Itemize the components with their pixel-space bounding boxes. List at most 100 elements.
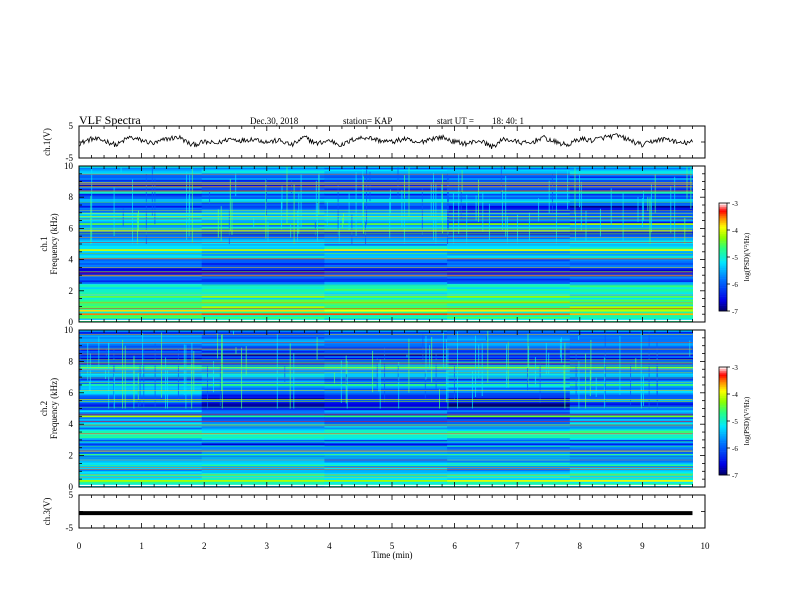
- spectrogram-cell: [447, 441, 571, 444]
- spectrogram-cell: [324, 422, 448, 425]
- spectrogram-cell: [569, 221, 693, 224]
- spectrogram-cell: [79, 462, 203, 465]
- spectrogram-cell: [324, 171, 448, 174]
- y-axis-channel-label: ch.2: [39, 401, 49, 416]
- spectrogram-cell: [447, 380, 571, 383]
- spectrogram-cell: [201, 188, 325, 191]
- spectrogram-cell: [324, 385, 448, 388]
- spectrogram-cell: [201, 340, 325, 343]
- spectrogram-cell: [324, 233, 448, 236]
- spectrogram-cell: [569, 169, 693, 172]
- spectrogram-cell: [201, 384, 325, 387]
- spectrogram-cell: [324, 410, 448, 413]
- colorbar-swatch: [719, 392, 727, 395]
- spectrogram-cell: [201, 352, 325, 355]
- spectrogram-cell: [324, 287, 448, 290]
- spectrogram-cell: [447, 166, 571, 169]
- spectrogram-cell: [201, 394, 325, 397]
- spectrogram-cell: [201, 460, 325, 463]
- colorbar-label: log(PSD)(V²/Hz): [743, 232, 751, 281]
- spectrogram-cell: [201, 308, 325, 311]
- spectrogram-cell: [79, 391, 203, 394]
- spectrogram-cell: [569, 224, 693, 228]
- spectrogram-cell: [569, 347, 693, 350]
- spectrogram-cell: [201, 235, 325, 238]
- spectrogram-cell: [569, 406, 693, 409]
- spectrogram-cell: [324, 406, 448, 409]
- spectrogram-cell: [324, 304, 448, 307]
- spectrogram-cell: [447, 467, 571, 470]
- spectrogram-cell: [324, 223, 448, 226]
- spectrogram-cell: [569, 420, 693, 423]
- colorbar-swatch: [719, 251, 727, 254]
- spectrogram-cell: [569, 380, 693, 383]
- spectrogram-cell: [324, 294, 448, 297]
- spectrogram-cell: [447, 259, 571, 262]
- spectrogram-cell: [201, 481, 325, 484]
- spectrogram-cell: [79, 443, 203, 446]
- spectrogram-cell: [79, 427, 203, 430]
- spectrogram-cell: [201, 306, 325, 309]
- spectrogram-cell: [324, 311, 448, 314]
- spectrogram-cell: [201, 250, 325, 254]
- spectrogram-cell: [447, 336, 571, 340]
- spectrogram-cell: [79, 306, 203, 309]
- spectrogram-cell: [201, 212, 325, 215]
- spectrogram-cell: [324, 460, 448, 463]
- colorbar-swatch: [719, 275, 727, 278]
- spectrogram-cell: [324, 276, 448, 280]
- start-time-value: 18: 40: 1: [492, 116, 525, 126]
- spectrogram-cell: [324, 354, 448, 357]
- y-axis-label: Frequency (kHz): [49, 213, 59, 274]
- spectrogram-cell: [79, 316, 203, 319]
- spectrogram-cell: [324, 211, 448, 214]
- spectrogram-cell: [201, 398, 325, 401]
- spectrogram-cell: [447, 200, 571, 203]
- spectrogram-cell: [201, 261, 325, 264]
- colorbar-swatch: [719, 219, 727, 222]
- spectrogram-cell: [79, 375, 203, 378]
- spectrogram-cell: [201, 244, 325, 247]
- spectrogram-cell: [201, 205, 325, 208]
- spectrogram-cell: [201, 480, 325, 483]
- spectrogram-cell: [447, 171, 571, 174]
- spectrogram-cell: [324, 198, 448, 202]
- spectrogram-cell: [324, 242, 448, 245]
- colorbar-swatch: [719, 412, 727, 415]
- spectrogram-cell: [324, 438, 448, 441]
- spectrogram-cell: [447, 354, 571, 357]
- spectrogram-cell: [569, 198, 693, 202]
- colorbar-swatch: [719, 370, 727, 373]
- spectrogram-cell: [79, 200, 203, 203]
- y-tick-label: 4: [69, 255, 74, 265]
- spectrogram-cell: [447, 252, 571, 255]
- colorbar-swatch: [719, 305, 727, 308]
- colorbar-swatch: [719, 203, 727, 206]
- spectrogram-cell: [569, 403, 693, 406]
- spectrogram-cell: [324, 214, 448, 217]
- spectrogram-cell: [324, 417, 448, 420]
- spectrogram-cell: [79, 188, 203, 191]
- spectrogram-cell: [201, 387, 325, 390]
- spectrogram-cell: [324, 398, 448, 401]
- spectrogram-cell: [201, 315, 325, 318]
- colorbar-swatch: [719, 386, 727, 389]
- spectrogram-cell: [201, 373, 325, 376]
- spectrogram-cell: [569, 320, 693, 323]
- spectrogram-cell: [79, 485, 203, 488]
- spectrogram-cell: [201, 224, 325, 228]
- spectrogram-cell: [447, 364, 571, 368]
- spectrogram-cell: [447, 299, 571, 302]
- colorbar-tick-label: -3: [732, 200, 738, 208]
- spectrogram-cell: [201, 405, 325, 408]
- spectrogram-cell: [201, 391, 325, 394]
- spectrogram-cell: [324, 431, 448, 434]
- spectrogram-cell: [447, 478, 571, 481]
- spectrogram-cell: [201, 439, 325, 443]
- spectrogram-cell: [201, 429, 325, 432]
- spectrogram-cell: [79, 349, 203, 352]
- spectrogram-cell: [324, 228, 448, 231]
- colorbar-swatch: [719, 401, 727, 404]
- spectrogram-cell: [324, 297, 448, 300]
- spectrogram-cell: [201, 331, 325, 334]
